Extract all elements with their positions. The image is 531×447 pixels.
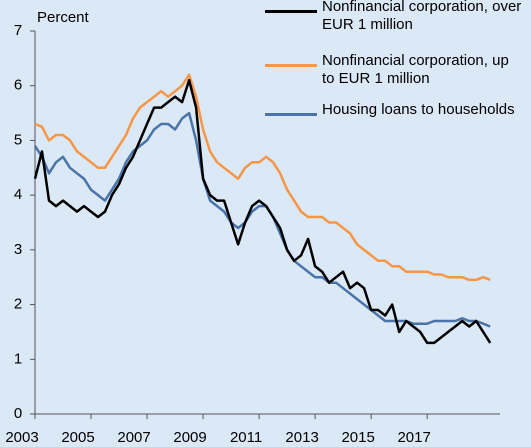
y-tick-label: 7 (14, 22, 22, 39)
y-tick-label: 3 (14, 241, 22, 258)
x-tick-label: 2013 (285, 429, 318, 446)
legend-label: Housing loans to households (322, 101, 515, 118)
legend-swatch (265, 113, 317, 116)
y-axis-label: Percent (37, 9, 90, 26)
x-tick-label: 2003 (5, 429, 38, 446)
x-tick-label: 2015 (341, 429, 374, 446)
series-line (33, 78, 492, 345)
legend-label: Nonfinancial corporation, over EUR 1 mil… (322, 0, 522, 33)
y-tick-label: 2 (14, 296, 22, 313)
series-line (33, 111, 491, 328)
legend-label: Nonfinancial corporation, up to EUR 1 mi… (322, 52, 509, 87)
y-tick-label: 6 (14, 77, 22, 94)
y-tick-label: 5 (14, 131, 22, 148)
x-tick-label: 2007 (117, 429, 150, 446)
x-tick-label: 2005 (61, 429, 94, 446)
y-tick-label: 0 (14, 405, 22, 422)
series-line (34, 73, 491, 282)
legend-swatch (265, 64, 317, 67)
legend-swatch (265, 10, 317, 13)
y-tick-label: 1 (14, 350, 22, 367)
y-tick-label: 4 (14, 186, 22, 203)
x-tick-label: 2009 (173, 429, 206, 446)
x-tick-label: 2011 (230, 429, 262, 446)
x-tick-label: 2017 (397, 429, 430, 446)
